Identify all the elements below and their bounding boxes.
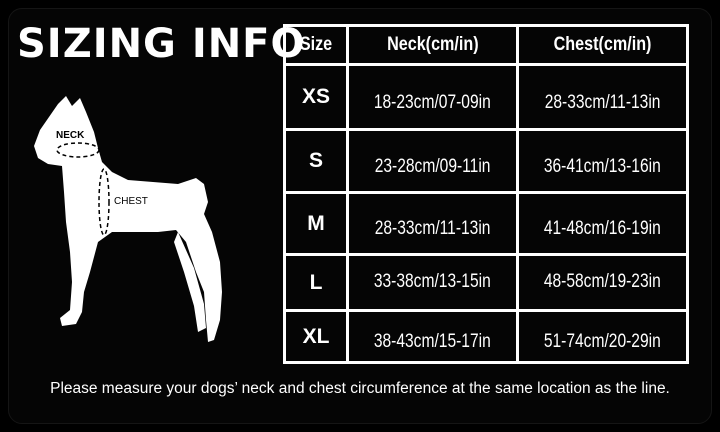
size-cell: L (283, 253, 349, 312)
table-header-row: Size Neck(cm/in) Chest(cm/in) (283, 24, 689, 66)
neck-cell: 23-28cm/09-11in (346, 128, 519, 194)
header-size: Size (283, 24, 349, 66)
chest-cell: 28-33cm/11-13in (516, 63, 689, 131)
table-row: XS 18-23cm/07-09in 28-33cm/11-13in (283, 63, 689, 131)
table-row: S 23-28cm/09-11in 36-41cm/13-16in (283, 128, 689, 194)
table-row: M 28-33cm/11-13in 41-48cm/16-19in (283, 191, 689, 256)
neck-label: NECK (56, 130, 85, 141)
size-cell: S (283, 128, 349, 194)
chest-cell: 41-48cm/16-19in (516, 191, 689, 256)
chest-cell: 51-74cm/20-29in (516, 309, 689, 364)
chest-cell: 48-58cm/19-23in (516, 253, 689, 312)
header-chest: Chest(cm/in) (516, 24, 689, 66)
size-cell: M (283, 191, 349, 256)
chest-cell: 36-41cm/13-16in (516, 128, 689, 194)
neck-measure-line (56, 142, 100, 158)
chest-label: CHEST (114, 196, 148, 207)
size-table: Size Neck(cm/in) Chest(cm/in) XS 18-23cm… (283, 24, 689, 364)
dog-silhouette: NECK CHEST (34, 96, 222, 342)
size-cell: XL (283, 309, 349, 364)
table-row: XL 38-43cm/15-17in 51-74cm/20-29in (283, 309, 689, 364)
page-title: SIZING INFO (17, 21, 306, 67)
measurement-note: Please measure your dogs’ neck and chest… (50, 380, 670, 397)
neck-cell: 38-43cm/15-17in (346, 309, 519, 364)
header-neck: Neck(cm/in) (346, 24, 519, 66)
neck-cell: 18-23cm/07-09in (346, 63, 519, 131)
table-row: L 33-38cm/13-15in 48-58cm/19-23in (283, 253, 689, 312)
neck-cell: 33-38cm/13-15in (346, 253, 519, 312)
size-cell: XS (283, 63, 349, 131)
neck-cell: 28-33cm/11-13in (346, 191, 519, 256)
chest-measure-line (98, 168, 110, 236)
